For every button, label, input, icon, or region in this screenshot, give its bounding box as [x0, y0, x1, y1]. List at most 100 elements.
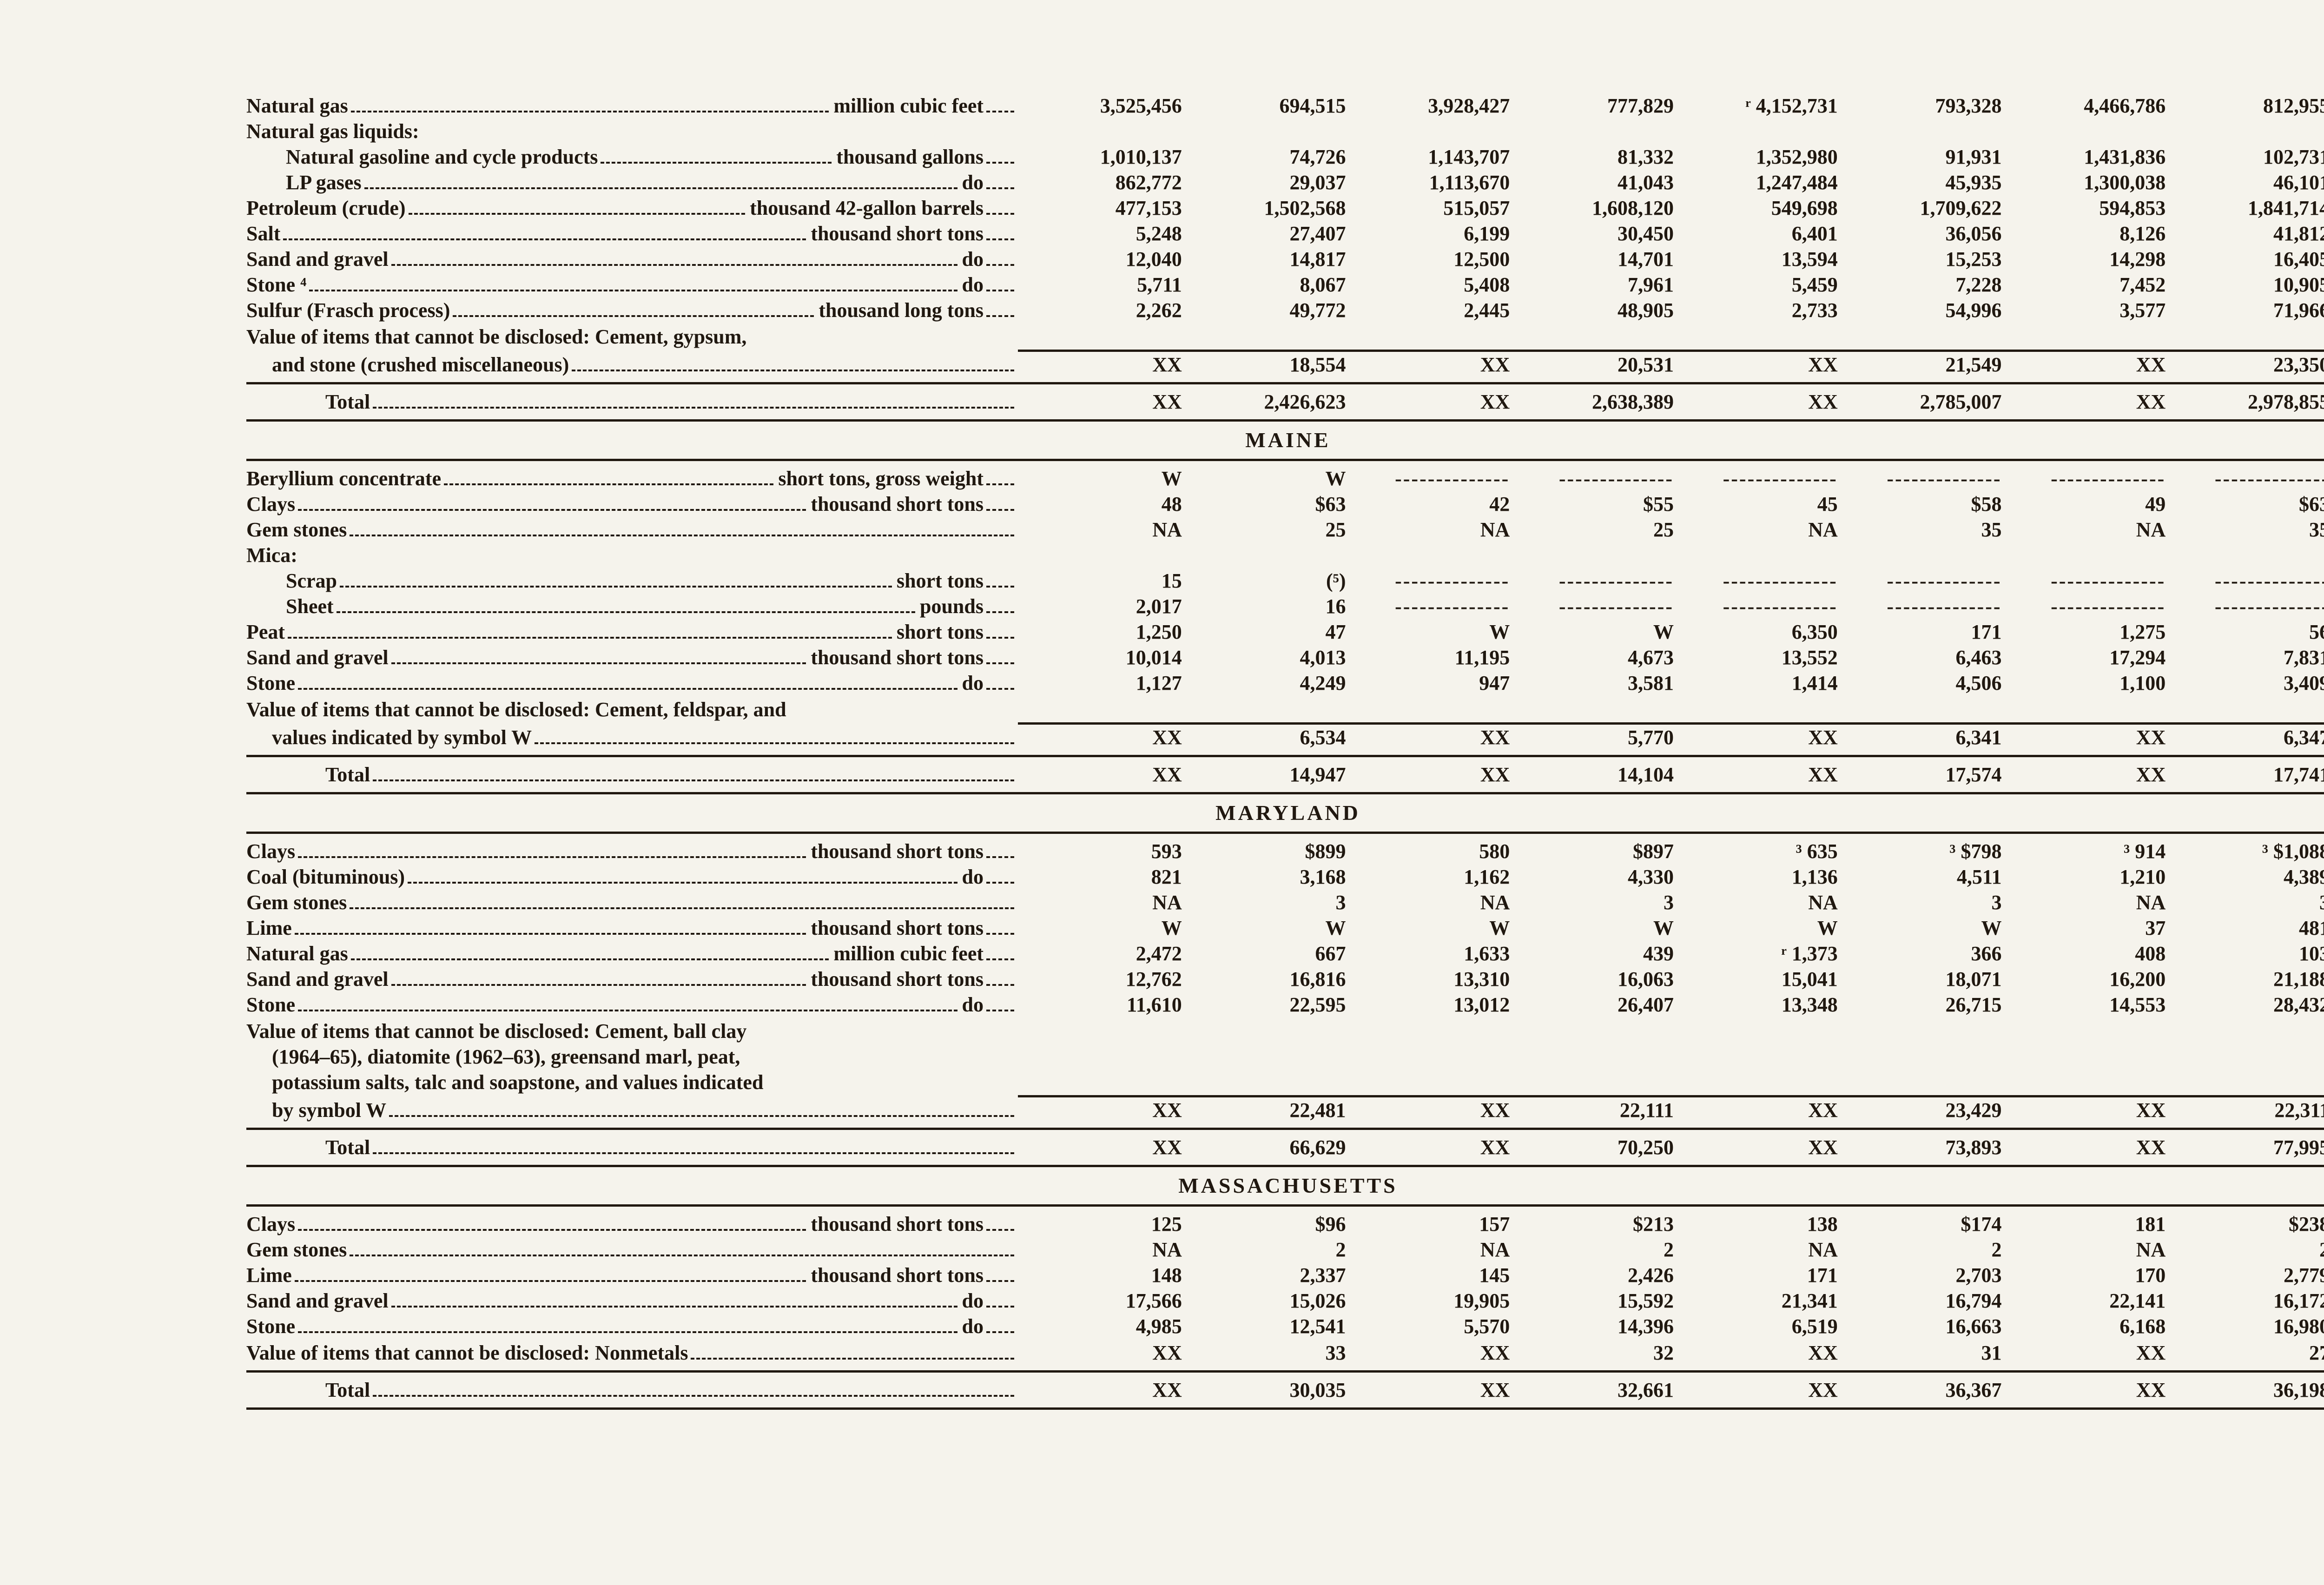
row-unit: do — [962, 273, 984, 296]
row-unit: thousand short tons — [811, 917, 984, 939]
cell-value: 13,012 — [1453, 993, 1510, 1016]
cell-value: 27 — [2309, 1341, 2324, 1364]
row-stub: Clays thousand short tons — [246, 839, 1018, 864]
cell-value: 8,126 — [2119, 222, 2166, 245]
cell-value: XX — [1808, 390, 1838, 413]
cell-value: XX — [1152, 1341, 1182, 1364]
cell-value: -------------- — [1558, 467, 1674, 490]
row-stub: Clays thousand short tons — [246, 491, 1018, 517]
table-row: Stone ⁴ do 5,711 8,067 5,408 7,961 5,459 7,228 7… — [246, 272, 2324, 297]
dash-leader — [298, 491, 806, 517]
cell-value: NA — [1480, 1238, 1510, 1261]
statistical-table: Natural gas million cubic feet 3,525,456 69… — [246, 93, 2324, 1414]
cell-value: XX — [2136, 1379, 2166, 1401]
cell-value: 22,141 — [2109, 1289, 2166, 1312]
cell-value: -------------- — [2051, 467, 2166, 490]
dash-leader — [373, 1135, 1014, 1160]
cell-value: -------------- — [1558, 595, 1674, 618]
disclosure-block: Value of items that cannot be disclosed:… — [246, 1340, 2324, 1366]
dash-leader — [373, 1377, 1014, 1403]
row-values: 2,262 49,772 2,445 48,905 2,733 54,996 3,577 71… — [1018, 297, 2324, 323]
dash-leader — [986, 915, 1014, 941]
cell-value: 35 — [1981, 518, 2002, 541]
cell-value: 4,466,786 — [2084, 94, 2166, 117]
cell-value: 23,429 — [1945, 1099, 2002, 1122]
cell-value: XX — [1808, 1379, 1838, 1401]
row-label: Gem stones — [246, 1238, 347, 1261]
row-label: Lime — [246, 917, 292, 939]
cell-value: -------------- — [1395, 467, 1510, 490]
cell-value: 947 — [1479, 672, 1510, 694]
cell-value: 2,472 — [1136, 942, 1182, 965]
table-row: Gem stones NA 25 NA 25 NA 35 NA 35 — [246, 517, 2324, 542]
cell-value: 14,553 — [2109, 993, 2166, 1016]
cell-value: XX — [1808, 1341, 1838, 1364]
row-stub: Sand and gravel do — [246, 246, 1018, 272]
dash-leader — [986, 568, 1014, 594]
row-unit: thousand gallons — [836, 145, 984, 168]
cell-value: 4,330 — [1628, 865, 1674, 888]
row-label: Stone ⁴ — [246, 273, 307, 296]
cell-value: 5,248 — [1136, 222, 1182, 245]
dash-leader — [389, 1097, 1014, 1123]
row-unit: do — [962, 1315, 984, 1338]
dash-leader — [986, 170, 1014, 195]
cell-value: 7,831 — [2284, 646, 2324, 669]
row-stub: Stone ⁴ do — [246, 272, 1018, 297]
cell-value: 17,566 — [1125, 1289, 1182, 1312]
cell-value: 35 — [2309, 518, 2324, 541]
dash-leader — [298, 992, 957, 1017]
cell-value: $58 — [1971, 493, 2002, 515]
dash-leader — [298, 670, 957, 696]
cell-value: NA — [2136, 1238, 2166, 1261]
cell-value: 3 — [1335, 891, 1346, 914]
row-values: 2,472 667 1,633 439 ʳ 1,373 366 408 103 — [1018, 941, 2324, 966]
row-values: 3,525,456 694,515 3,928,427 777,829 ʳ 4,152,… — [1018, 93, 2324, 119]
row-label: Peat — [246, 621, 285, 643]
cell-value: 138 — [1807, 1213, 1838, 1235]
cell-value: 2,703 — [1955, 1264, 2002, 1287]
cell-value: 45 — [1817, 493, 1838, 515]
row-label: potassium salts, talc and soapstone, and… — [272, 1071, 764, 1094]
cell-value: 481 — [2299, 917, 2324, 939]
cell-value: -------------- — [2051, 569, 2166, 592]
row-values: 12,040 14,817 12,500 14,701 13,594 15,253 14,2… — [1018, 246, 2324, 272]
row-values: NA 25 NA 25 NA 35 NA 35 — [1018, 517, 2324, 542]
cell-value: 6,463 — [1955, 646, 2002, 669]
cell-value: 103 — [2299, 942, 2324, 965]
cell-value: ³ 635 — [1796, 840, 1838, 863]
row-values: 1,127 4,249 947 3,581 1,414 4,506 1,100 3,409 — [1018, 670, 2324, 696]
row-values: XX 66,629 XX 70,250 XX 73,893 XX 77,995 — [1018, 1135, 2324, 1160]
cell-value: W — [1489, 621, 1510, 643]
cell-value: W — [1489, 917, 1510, 939]
cell-value: $213 — [1633, 1213, 1674, 1235]
cell-value: 593 — [1151, 840, 1182, 863]
cell-value: XX — [1808, 726, 1838, 749]
cell-value: W — [1981, 917, 2002, 939]
cell-value: 17,741 — [2273, 763, 2324, 786]
cell-value: 71,966 — [2273, 299, 2324, 322]
row-unit: pounds — [919, 595, 984, 618]
cell-value: $238 — [2289, 1213, 2324, 1235]
row-label: Salt — [246, 222, 281, 245]
row-stub: LP gases do — [246, 170, 1018, 195]
row-stub: Gem stones — [246, 517, 1018, 542]
row-stub: Value of items that cannot be disclosed:… — [246, 1340, 1018, 1366]
cell-value: $897 — [1633, 840, 1674, 863]
cell-value: XX — [2136, 1136, 2166, 1159]
cell-value: XX — [1808, 763, 1838, 786]
cell-value: 181 — [2135, 1213, 2166, 1235]
cell-value: 74,726 — [1289, 145, 1346, 168]
cell-value: 1,210 — [2119, 865, 2166, 888]
row-stub: Petroleum (crude) thousand 42-gallon barr… — [246, 195, 1018, 221]
cell-value: XX — [2136, 390, 2166, 413]
row-label: Total — [325, 390, 370, 413]
cell-value: 2,978,855 — [2248, 390, 2324, 413]
cell-value: 580 — [1479, 840, 1510, 863]
table-row: Sand and gravel do 17,566 15,026 19,905 15,59… — [246, 1288, 2324, 1314]
cell-value: 1,431,836 — [2084, 145, 2166, 168]
row-stub: values indicated by symbol W — [246, 725, 1018, 750]
cell-value: 667 — [1315, 942, 1346, 965]
cell-value: XX — [2136, 763, 2166, 786]
cell-value: XX — [2136, 1341, 2166, 1364]
